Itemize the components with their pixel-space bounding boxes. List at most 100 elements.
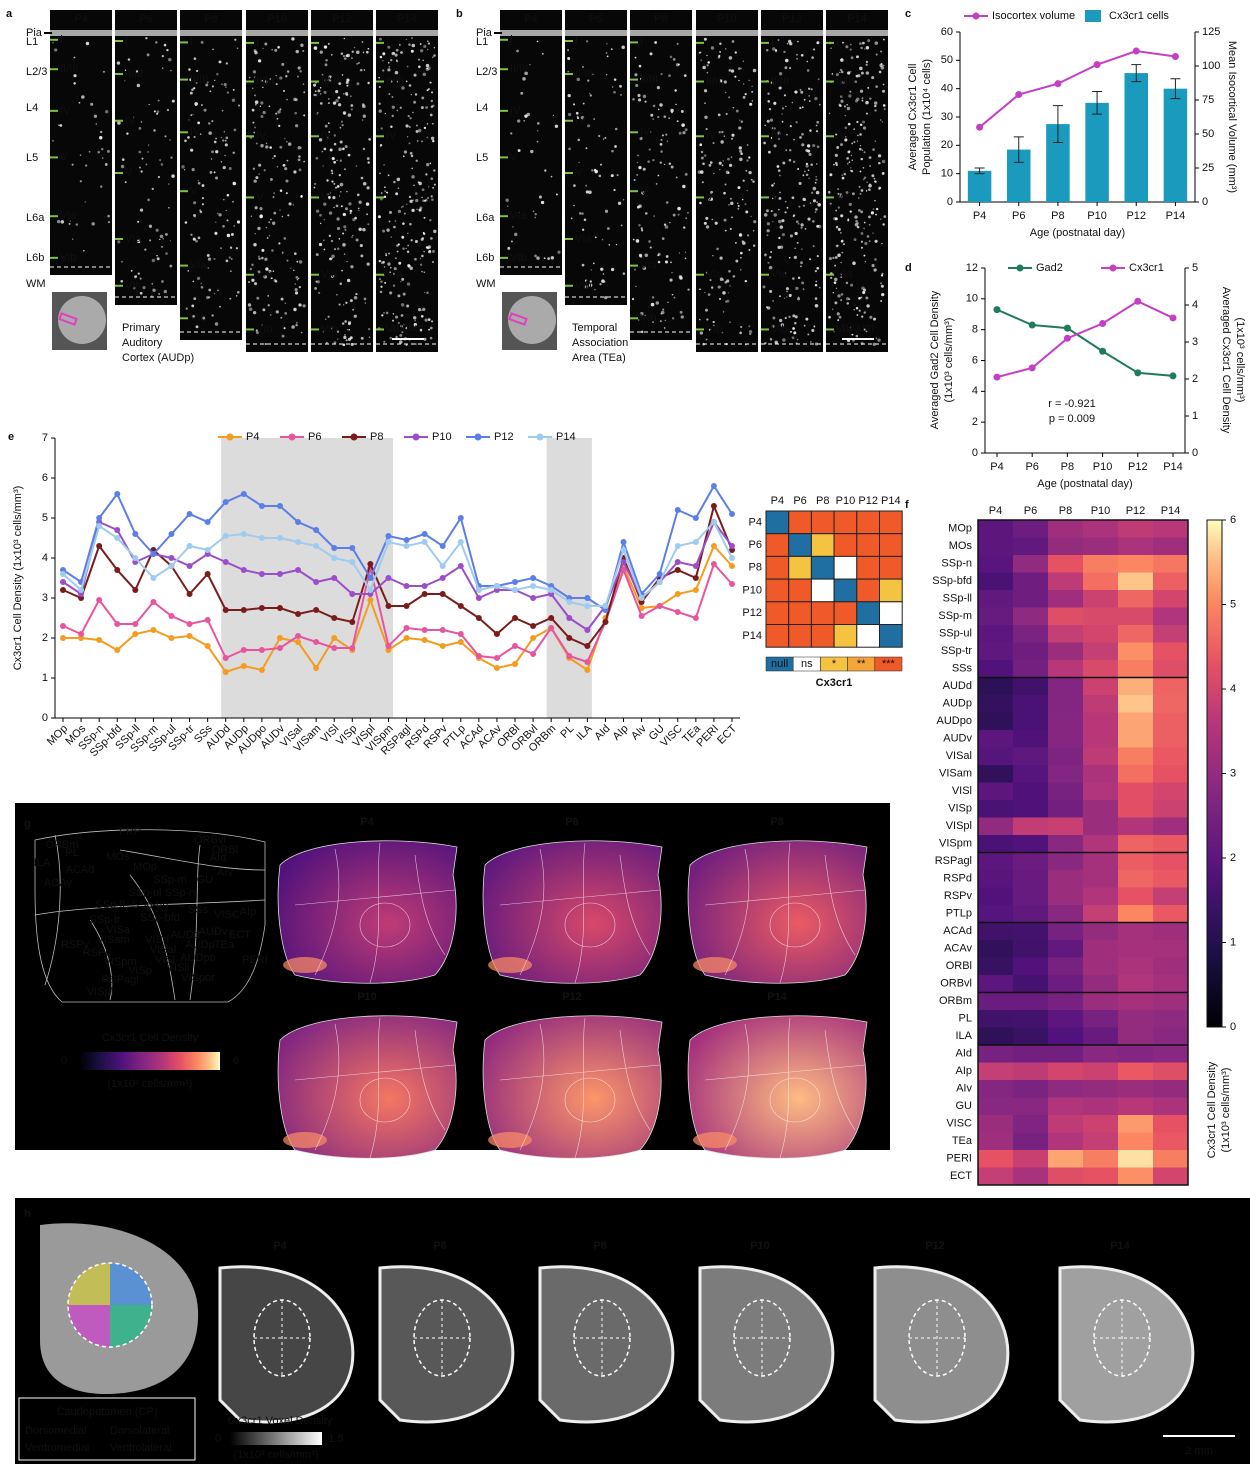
- cell-speck: [348, 321, 351, 324]
- data-point: [422, 583, 428, 589]
- data-point: [476, 653, 482, 659]
- x-axis-label: Age (postnatal day): [1037, 478, 1132, 490]
- heatmap-cell: [1153, 783, 1188, 801]
- cell-speck: [252, 122, 254, 124]
- cell-speck: [273, 193, 274, 194]
- region-label: Primary: [122, 322, 160, 334]
- cell-speck: [328, 122, 330, 124]
- cell-speck: [269, 106, 271, 108]
- heatmap-cell: [1118, 783, 1153, 801]
- cell-speck: [863, 228, 865, 230]
- cell-speck: [798, 223, 800, 225]
- matrix-col-label: P8: [816, 495, 829, 507]
- data-point: [422, 637, 428, 643]
- cell-speck: [91, 222, 94, 225]
- layer-label: WM: [476, 278, 496, 290]
- cell-speck: [847, 218, 849, 220]
- y2-axis-label: Mean Isocortical Volume (mm³): [1226, 41, 1238, 193]
- cell-speck: [778, 39, 780, 41]
- heatmap-cell: [1048, 870, 1083, 888]
- cell-speck: [170, 240, 171, 241]
- cell-speck: [779, 319, 782, 322]
- data-point: [404, 583, 410, 589]
- cell-speck: [409, 142, 411, 144]
- matrix-cell: [811, 534, 834, 557]
- heatmap-cell: [1083, 1063, 1118, 1081]
- heatmap-cell: [1013, 643, 1048, 661]
- cell-speck: [160, 235, 164, 239]
- cell-speck: [351, 236, 353, 238]
- cell-speck: [744, 203, 746, 205]
- matrix-cell: [766, 579, 789, 602]
- layer-label-inner: VIb: [510, 252, 527, 264]
- cell-speck: [721, 131, 723, 133]
- panel-letter: h: [24, 1208, 31, 1220]
- cell-speck: [505, 198, 508, 201]
- cell-speck: [434, 47, 435, 48]
- cell-speck: [385, 113, 386, 114]
- layer-label-inner: II/III: [771, 75, 789, 87]
- heatmap-row-label: AUDp: [943, 698, 972, 710]
- cell-speck: [728, 270, 731, 273]
- cell-speck: [403, 293, 406, 296]
- cell-speck: [719, 169, 721, 171]
- colorbar-title: Cx3cr1 Cell Density: [102, 1032, 199, 1044]
- cell-speck: [848, 123, 851, 126]
- cell-speck: [159, 239, 160, 240]
- cell-speck: [141, 170, 143, 172]
- cell-speck: [794, 322, 797, 325]
- cell-speck: [233, 182, 237, 186]
- layer-label-inner: V: [771, 191, 779, 203]
- cell-speck: [568, 94, 571, 97]
- cell-speck: [614, 145, 617, 148]
- heatmap-cell: [1083, 853, 1118, 871]
- cell-speck: [52, 140, 54, 142]
- cell-speck: [604, 137, 606, 139]
- cell-speck: [852, 192, 855, 195]
- matrix-row-label: P6: [749, 539, 762, 551]
- cell-speck: [792, 314, 795, 317]
- cell-speck: [164, 290, 167, 293]
- cell-speck: [332, 157, 335, 160]
- cell-speck: [815, 182, 817, 184]
- age-label: P14: [1110, 1240, 1130, 1252]
- cell-speck: [215, 322, 218, 325]
- cell-speck: [743, 83, 744, 84]
- cell-speck: [260, 106, 261, 107]
- cell-speck: [360, 244, 363, 247]
- cell-speck: [213, 258, 215, 260]
- data-point: [277, 645, 283, 651]
- cell-speck: [303, 83, 305, 85]
- cell-speck: [254, 127, 256, 129]
- cell-speck: [881, 285, 884, 288]
- data-point: [187, 563, 193, 569]
- heatmap-cell: [978, 1168, 1013, 1186]
- cell-speck: [117, 61, 120, 64]
- data-point: [60, 579, 66, 585]
- cell-speck: [425, 319, 428, 322]
- pia-band: [826, 30, 888, 36]
- legend-label: ns: [801, 658, 813, 670]
- cell-speck: [287, 214, 289, 216]
- cell-speck: [817, 255, 819, 257]
- cell-speck: [676, 63, 679, 66]
- micrograph: [761, 10, 823, 352]
- heatmap-cell: [1013, 905, 1048, 923]
- cell-speck: [772, 300, 773, 301]
- cell-speck: [671, 111, 673, 113]
- y-axis-label: Cx3cr1 Cell Density (1x10³ cells/mm³): [12, 486, 24, 671]
- cell-speck: [411, 168, 412, 169]
- data-point: [205, 519, 211, 525]
- cell-speck: [800, 266, 802, 268]
- heatmap-cell: [978, 713, 1013, 731]
- cell-speck: [778, 209, 780, 211]
- cell-speck: [157, 257, 160, 260]
- data-point: [259, 647, 265, 653]
- cell-speck: [840, 100, 843, 103]
- heatmap-cell: [1083, 573, 1118, 591]
- cell-speck: [573, 184, 576, 187]
- matrix-cell: [811, 602, 834, 625]
- cell-speck: [866, 61, 868, 63]
- x-tick-label: ECT: [715, 722, 739, 746]
- cell-speck: [657, 254, 659, 256]
